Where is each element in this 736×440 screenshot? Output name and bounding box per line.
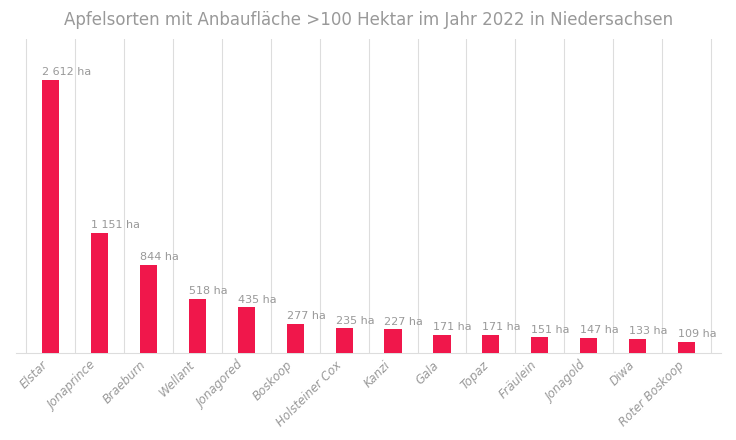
Text: 171 ha: 171 ha bbox=[482, 323, 521, 333]
Text: 518 ha: 518 ha bbox=[188, 286, 227, 296]
Bar bbox=[629, 339, 646, 353]
Bar bbox=[482, 335, 500, 353]
Bar bbox=[286, 324, 304, 353]
Text: 2 612 ha: 2 612 ha bbox=[42, 67, 91, 77]
Bar bbox=[42, 80, 59, 353]
Text: 151 ha: 151 ha bbox=[531, 325, 570, 334]
Text: 227 ha: 227 ha bbox=[384, 317, 423, 326]
Bar bbox=[140, 264, 157, 353]
Text: 133 ha: 133 ha bbox=[629, 326, 668, 337]
Text: 1 151 ha: 1 151 ha bbox=[91, 220, 140, 230]
Bar bbox=[384, 329, 402, 353]
Text: 147 ha: 147 ha bbox=[580, 325, 619, 335]
Text: 435 ha: 435 ha bbox=[238, 295, 276, 305]
Text: 844 ha: 844 ha bbox=[140, 252, 179, 262]
Text: 109 ha: 109 ha bbox=[678, 329, 717, 339]
Bar bbox=[531, 337, 548, 353]
Bar bbox=[336, 328, 353, 353]
Bar bbox=[678, 341, 696, 353]
Title: Apfelsorten mit Anbaufläche >100 Hektar im Jahr 2022 in Niedersachsen: Apfelsorten mit Anbaufläche >100 Hektar … bbox=[64, 11, 673, 29]
Bar bbox=[238, 308, 255, 353]
Text: 235 ha: 235 ha bbox=[336, 316, 374, 326]
Text: 277 ha: 277 ha bbox=[286, 312, 325, 321]
Bar bbox=[91, 232, 108, 353]
Text: 171 ha: 171 ha bbox=[434, 323, 472, 333]
Bar bbox=[188, 299, 206, 353]
Bar bbox=[580, 337, 598, 353]
Bar bbox=[434, 335, 450, 353]
